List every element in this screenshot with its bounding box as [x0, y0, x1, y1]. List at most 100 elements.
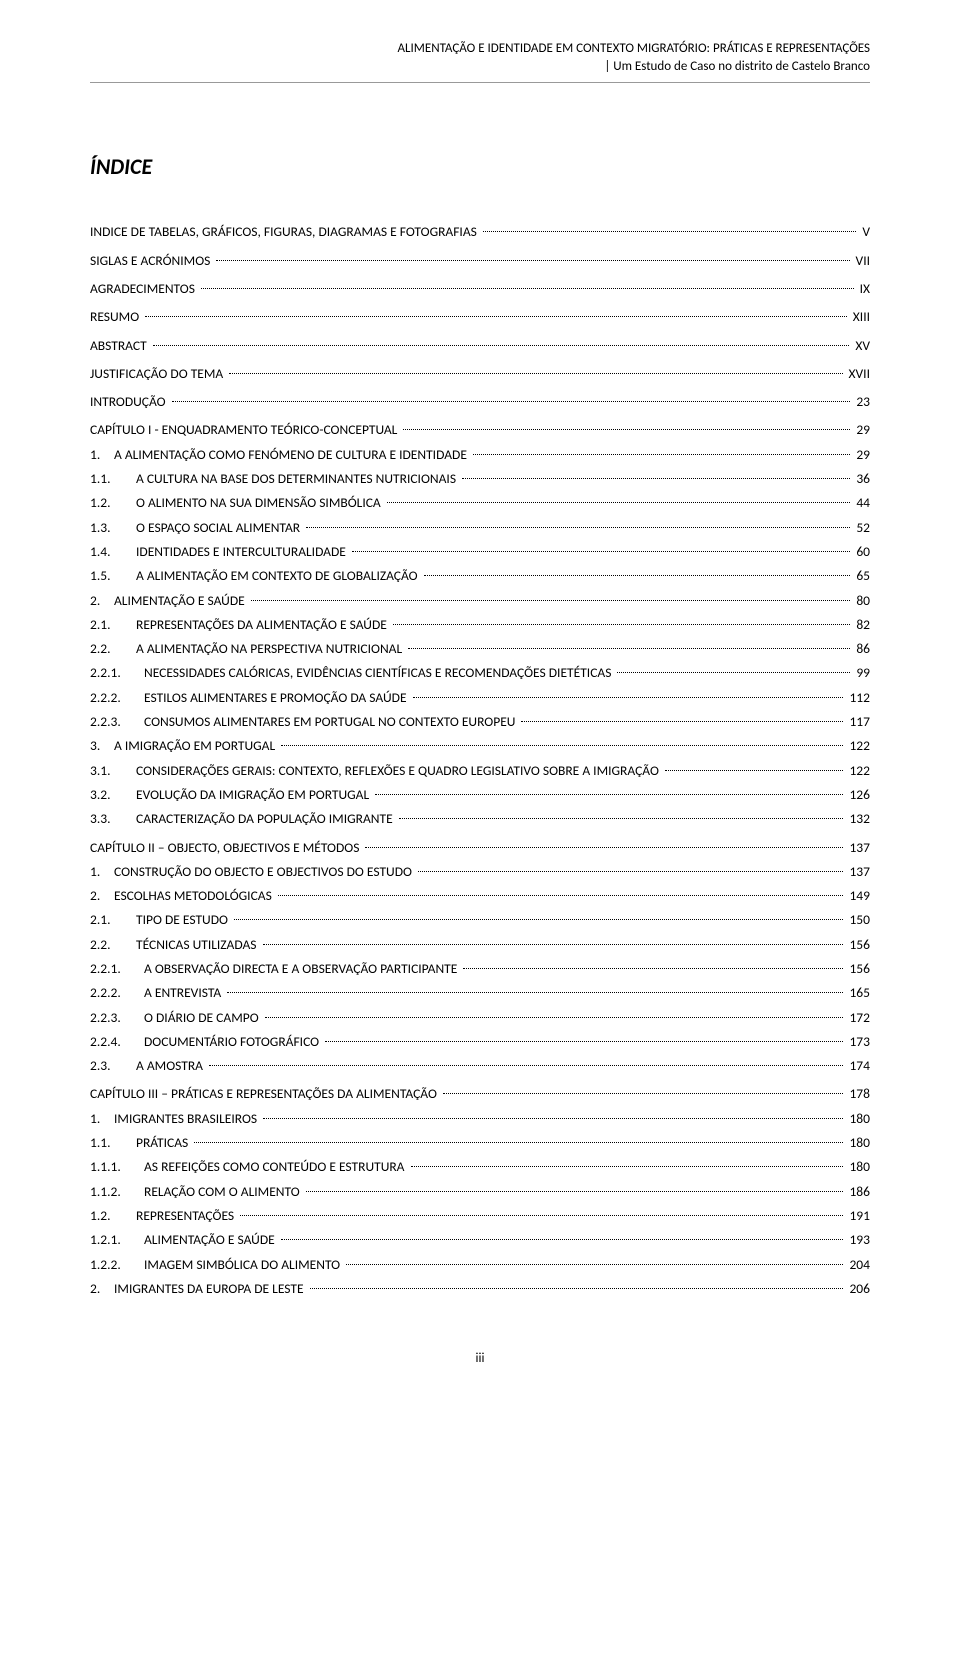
toc-leader-dots [263, 944, 844, 945]
toc-leader-dots [265, 1017, 844, 1018]
toc-entry-page: 86 [852, 637, 870, 661]
toc-entry-num: 1.1.1. [90, 1155, 144, 1179]
toc-entry-num: 1.1. [90, 467, 136, 491]
toc-entry-num: 2.1. [90, 908, 136, 932]
toc-entry-label: CONSUMOS ALIMENTARES EM PORTUGAL NO CONT… [144, 710, 519, 734]
toc-entry: 2.2.1.NECESSIDADES CALÓRICAS, EVIDÊNCIAS… [90, 661, 870, 685]
toc-entry-num: 1.2.2. [90, 1253, 144, 1277]
toc-entry-page: 137 [845, 836, 870, 860]
toc-entry: 1.5.A ALIMENTAÇÃO EM CONTEXTO DE GLOBALI… [90, 564, 870, 588]
toc-entry: 1.IMIGRANTES BRASILEIROS180 [90, 1107, 870, 1131]
toc-entry-label: REPRESENTAÇÕES DA ALIMENTAÇÃO E SAÚDE [136, 613, 391, 637]
toc-leader-dots [216, 260, 849, 261]
toc-entry-num: 1. [90, 443, 114, 467]
toc-entry-num: 1.3. [90, 516, 136, 540]
toc-entry-label: CAPÍTULO II – OBJECTO, OBJECTIVOS E MÉTO… [90, 836, 363, 860]
header-line-1: ALIMENTAÇÃO E IDENTIDADE EM CONTEXTO MIG… [90, 40, 870, 58]
toc-entry-label: AS REFEIÇÕES COMO CONTEÚDO E ESTRUTURA [144, 1155, 409, 1179]
toc-entry-label: IMIGRANTES DA EUROPA DE LESTE [114, 1277, 308, 1301]
toc-entry: 1.2.REPRESENTAÇÕES 191 [90, 1204, 870, 1228]
toc-entry: 3.1.CONSIDERAÇÕES GERAIS: CONTEXTO, REFL… [90, 759, 870, 783]
toc-entry-label: TÉCNICAS UTILIZADAS [136, 933, 261, 957]
toc-entry-label: ESCOLHAS METODOLÓGICAS [114, 884, 276, 908]
toc-entry: 1.1.A CULTURA NA BASE DOS DETERMINANTES … [90, 467, 870, 491]
toc-entry: 1.2.O ALIMENTO NA SUA DIMENSÃO SIMBÓLICA… [90, 491, 870, 515]
toc-entry-page: VII [852, 249, 870, 273]
toc-entry: 2.2.4.DOCUMENTÁRIO FOTOGRÁFICO173 [90, 1030, 870, 1054]
toc-entry: CAPÍTULO II – OBJECTO, OBJECTIVOS E MÉTO… [90, 836, 870, 860]
toc-leader-dots [424, 575, 851, 576]
toc-entry-page: 60 [852, 540, 870, 564]
toc-entry-page: 82 [852, 613, 870, 637]
toc-entry-page: 165 [845, 981, 870, 1005]
toc-entry-label: A AMOSTRA [136, 1054, 207, 1078]
toc-leader-dots [443, 1093, 844, 1094]
toc-entry-page: 186 [845, 1180, 870, 1204]
toc-entry-num: 1.2. [90, 1204, 136, 1228]
toc-entry-page: 180 [845, 1131, 870, 1155]
toc-leader-dots [201, 288, 854, 289]
toc-entry-label: DOCUMENTÁRIO FOTOGRÁFICO [144, 1030, 323, 1054]
toc-entry-num: 1.2.1. [90, 1228, 144, 1252]
toc-entry: 1.2.2.IMAGEM SIMBÓLICA DO ALIMENTO204 [90, 1253, 870, 1277]
toc-entry: 1.1.PRÁTICAS 180 [90, 1131, 870, 1155]
toc-entry-page: XVII [845, 362, 870, 386]
toc-leader-dots [346, 1264, 843, 1265]
toc-entry-page: 191 [845, 1204, 870, 1228]
toc-leader-dots [399, 818, 844, 819]
toc-leader-dots [263, 1118, 843, 1119]
toc-leader-dots [352, 551, 850, 552]
toc-entry-page: 132 [845, 807, 870, 831]
toc-entry: SIGLAS E ACRÓNIMOSVII [90, 249, 870, 273]
toc-entry-label: O DIÁRIO DE CAMPO [144, 1006, 263, 1030]
toc-entry: CAPÍTULO III – PRÁTICAS E REPRESENTAÇÕES… [90, 1082, 870, 1106]
toc-entry-label: A IMIGRAÇÃO EM PORTUGAL [114, 734, 279, 758]
toc-entry-page: 178 [845, 1082, 870, 1106]
toc-leader-dots [483, 231, 856, 232]
toc-entry: 1.1.1.AS REFEIÇÕES COMO CONTEÚDO E ESTRU… [90, 1155, 870, 1179]
toc-entry-page: 204 [845, 1253, 870, 1277]
toc-leader-dots [393, 624, 850, 625]
toc-entry-num: 1. [90, 1107, 114, 1131]
toc-entry-label: REPRESENTAÇÕES [136, 1204, 238, 1228]
page-number: iii [90, 1351, 870, 1366]
toc-leader-dots [306, 1191, 844, 1192]
toc-leader-dots [462, 478, 850, 479]
toc-leader-dots [209, 1065, 843, 1066]
toc-entry-page: V [858, 220, 870, 244]
toc-entry-num: 2. [90, 1277, 114, 1301]
toc-leader-dots [665, 770, 844, 771]
toc-leader-dots [413, 697, 844, 698]
toc-entry-num: 3. [90, 734, 114, 758]
toc-entry-label: A ALIMENTAÇÃO EM CONTEXTO DE GLOBALIZAÇÃ… [136, 564, 422, 588]
toc-entry-page: 122 [845, 759, 870, 783]
toc-entry-page: 52 [852, 516, 870, 540]
toc-entry-page: 36 [852, 467, 870, 491]
toc-entry-num: 1.1. [90, 1131, 136, 1155]
toc-leader-dots [234, 919, 844, 920]
toc-entry-page: 117 [845, 710, 870, 734]
toc-entry-label: CARACTERIZAÇÃO DA POPULAÇÃO IMIGRANTE [136, 807, 397, 831]
toc-leader-dots [306, 527, 850, 528]
toc-entry-page: 180 [845, 1107, 870, 1131]
toc-entry-page: 29 [852, 443, 870, 467]
toc-entry-label: CONSIDERAÇÕES GERAIS: CONTEXTO, REFLEXÕE… [136, 759, 663, 783]
toc-entry: 3.2.EVOLUÇÃO DA IMIGRAÇÃO EM PORTUGAL126 [90, 783, 870, 807]
toc-entry-num: 2.2.4. [90, 1030, 144, 1054]
toc-leader-dots [463, 968, 843, 969]
toc-entry-num: 2.2. [90, 933, 136, 957]
toc-leader-dots [240, 1215, 843, 1216]
toc-entry: 2.2.3.O DIÁRIO DE CAMPO172 [90, 1006, 870, 1030]
toc-entry: 2.2.TÉCNICAS UTILIZADAS156 [90, 933, 870, 957]
toc-entry-num: 1. [90, 860, 114, 884]
toc-leader-dots [473, 454, 850, 455]
toc-entry-label: CONSTRUÇÃO DO OBJECTO E OBJECTIVOS DO ES… [114, 860, 416, 884]
toc-entry-num: 2.2.1. [90, 957, 144, 981]
toc-entry-label: PRÁTICAS [136, 1131, 192, 1155]
toc-leader-dots [310, 1288, 844, 1289]
toc-entry: 2.1.REPRESENTAÇÕES DA ALIMENTAÇÃO E SAÚD… [90, 613, 870, 637]
toc-entry-label: A CULTURA NA BASE DOS DETERMINANTES NUTR… [136, 467, 460, 491]
toc-leader-dots [325, 1041, 843, 1042]
toc-entry-page: 172 [845, 1006, 870, 1030]
toc-entry-page: 99 [852, 661, 870, 685]
